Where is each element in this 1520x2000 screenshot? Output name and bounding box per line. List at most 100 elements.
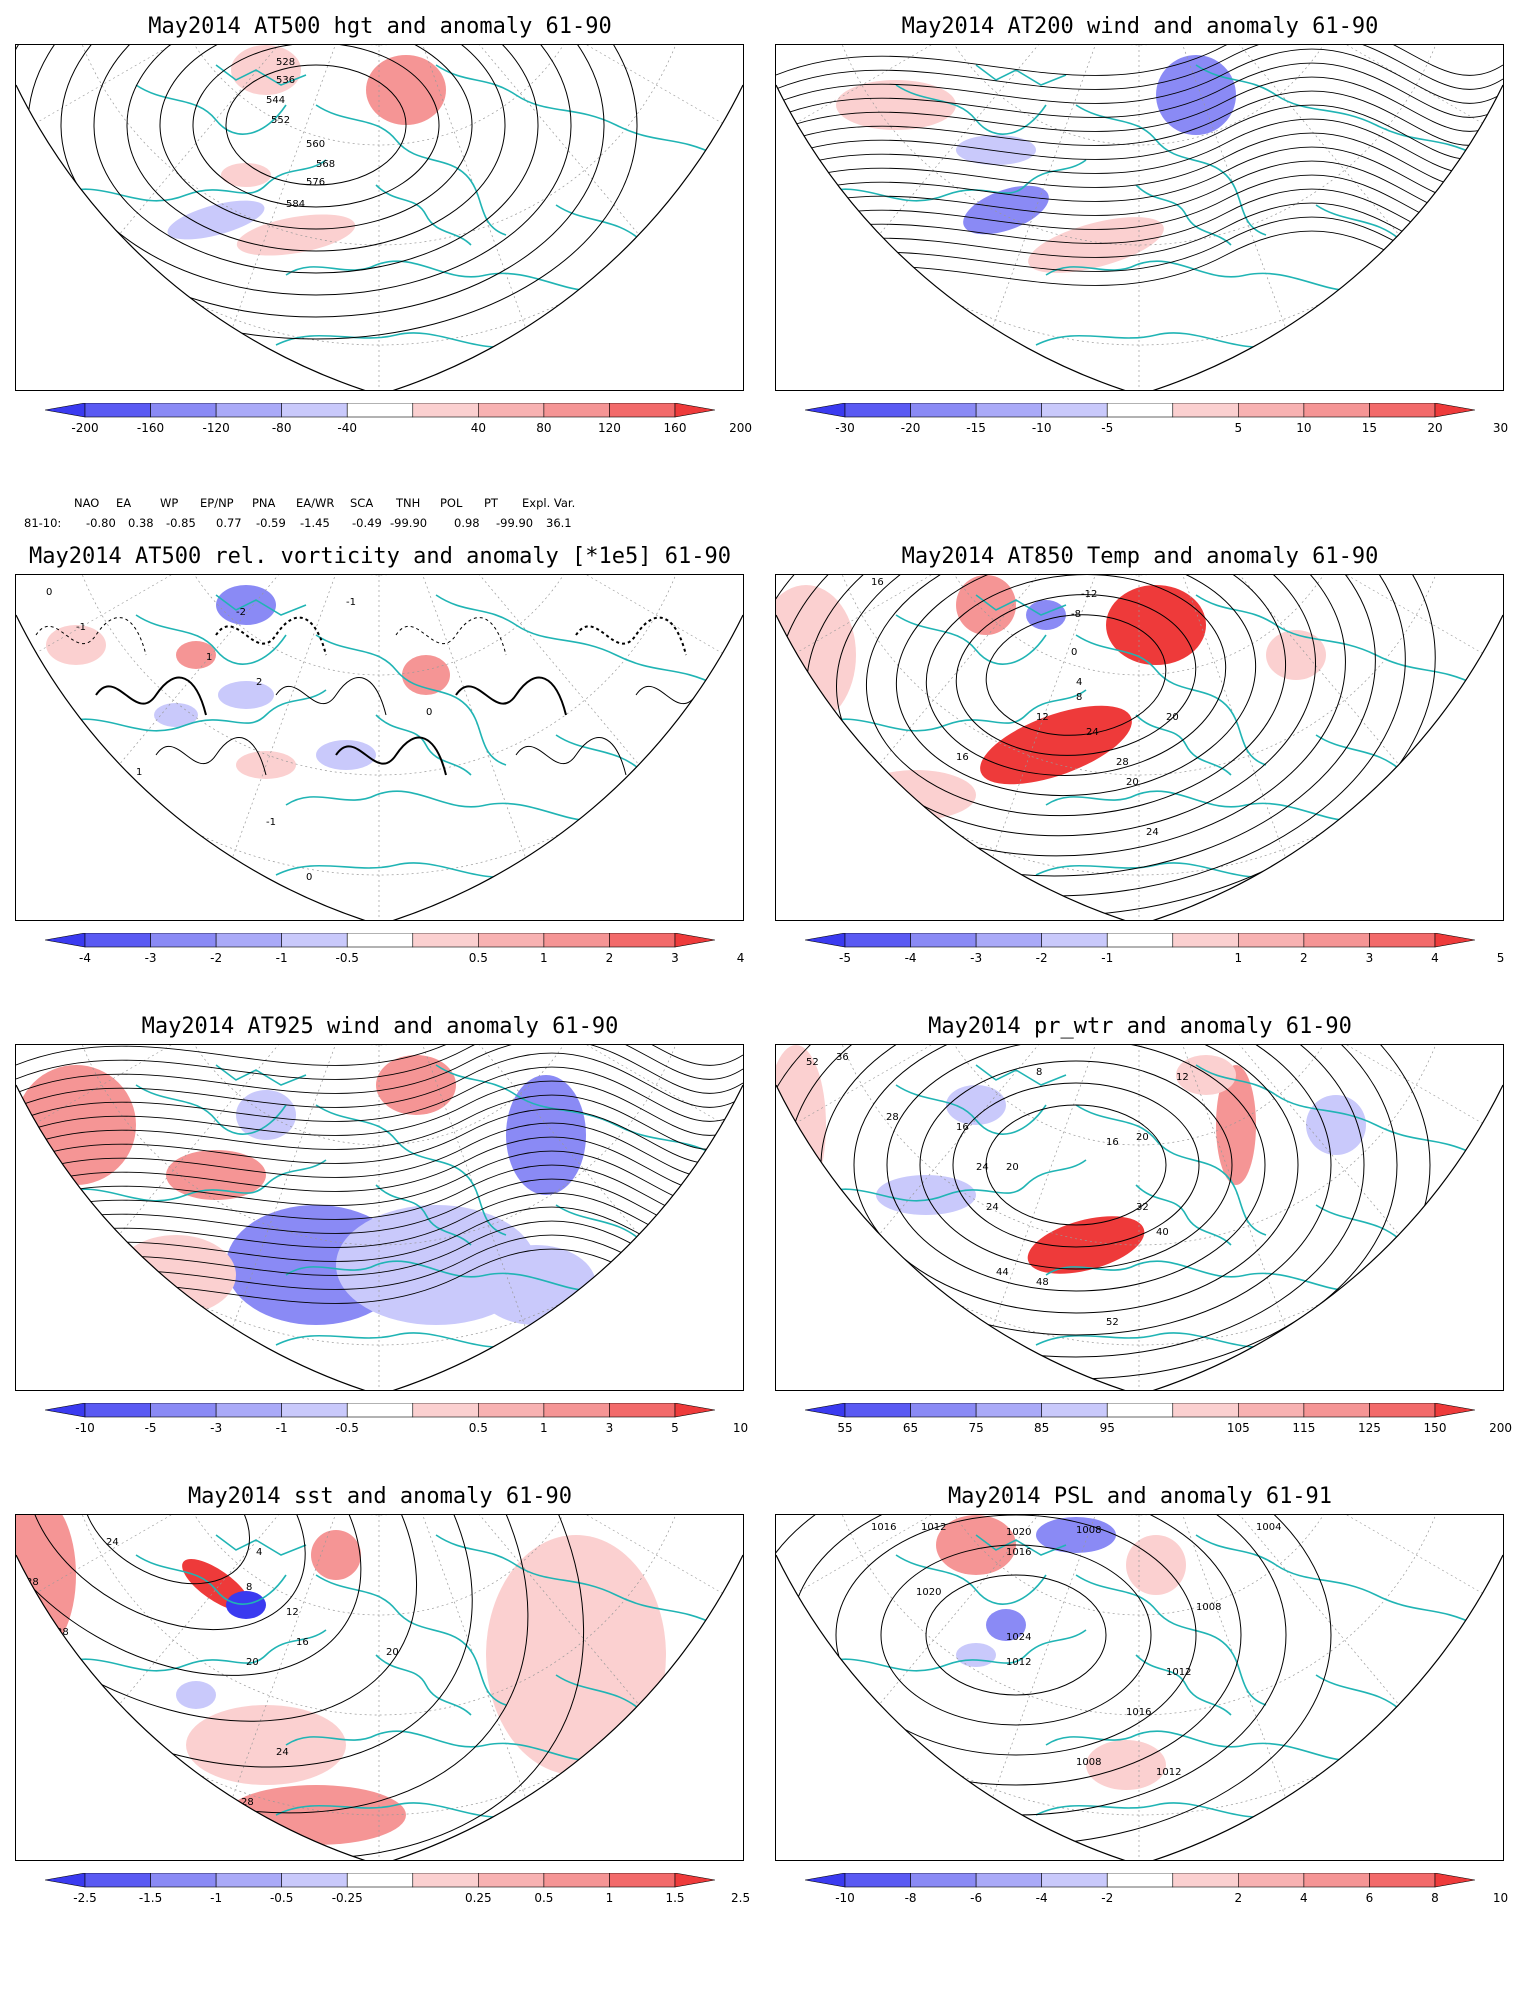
colorbar-tick-label: 3 (605, 1421, 614, 1435)
graticule (1138, 1515, 1503, 1860)
colorbar-tick-label: 1 (540, 951, 548, 965)
colorbar-segment (215, 933, 282, 948)
colorbar-tick-label: -1.5 (138, 1891, 163, 1905)
colorbar-tick-label: -10 (75, 1421, 95, 1435)
colorbar-tick-label: 200 (729, 421, 752, 435)
colorbar-segment (609, 933, 676, 948)
coastline (275, 862, 517, 878)
anomaly-patch (366, 55, 446, 125)
colorbar-tick-label: 10 (1492, 1891, 1509, 1905)
contour-line (275, 677, 387, 716)
graticule (776, 1045, 1140, 1390)
colorbar-segment (346, 1873, 414, 1888)
colorbar-tick-label: 30 (1492, 421, 1509, 435)
teleconnection-row-label: 81-10: (24, 516, 62, 530)
colorbar-tick-label: -3 (144, 951, 157, 965)
coastline (135, 614, 287, 665)
colorbar-tick-label: 2 (605, 951, 614, 965)
coastline (1035, 1332, 1277, 1348)
graticule (139, 575, 380, 920)
colorbar-svg (805, 1403, 1475, 1418)
teleconnection-value: -0.49 (352, 516, 382, 530)
coastline (435, 1064, 717, 1156)
contour-label: 1012 (921, 1522, 946, 1533)
anomaly-patch (311, 1530, 361, 1580)
colorbar-segment (844, 933, 911, 948)
anomaly-patch (963, 185, 1049, 235)
graticule (139, 45, 380, 390)
streamline (776, 146, 1503, 202)
colorbar-tick-label: 65 (902, 1421, 919, 1435)
coastline (555, 734, 717, 826)
colorbar-segment (1238, 933, 1305, 948)
colorbar-segment (1172, 933, 1239, 948)
teleconnection-name: SCA (350, 496, 374, 510)
colorbar-segment (45, 933, 86, 948)
anomaly-patch (226, 1591, 266, 1619)
graticule (1138, 1515, 1503, 1517)
graticule (378, 1045, 619, 1390)
colorbar-segment (1369, 403, 1436, 418)
coastline (1135, 714, 1232, 776)
contour-label: 16 (956, 752, 969, 763)
teleconnection-name: EA (116, 496, 132, 510)
graticule (378, 1515, 743, 1517)
graticule (378, 1515, 743, 1746)
anomaly-patch (956, 1643, 996, 1667)
graticule (16, 1045, 380, 1276)
contour-line (776, 575, 1406, 897)
streamline (16, 1108, 743, 1164)
colorbar-tick-label: 15 (1361, 421, 1378, 435)
colorbar-segment (1369, 1873, 1436, 1888)
colorbar-segment (910, 1403, 977, 1418)
coastline (1195, 1534, 1477, 1626)
anomaly-patch (46, 625, 106, 665)
anomaly-patch (236, 214, 356, 256)
contour-line (35, 617, 147, 656)
colorbar-segment (84, 1403, 151, 1418)
streamline (16, 1052, 743, 1108)
colorbar-segment (1303, 1403, 1370, 1418)
colorbar-tick-label: -30 (835, 421, 855, 435)
colorbar: -30 -20 -15 -10 -5 5 10 15 20 30 (805, 403, 1508, 447)
map-prwtr: 52 36 28 16 24 20 16 12 8 24 20 32 40 44 48 52 (776, 1045, 1503, 1390)
colorbar-segment (412, 1403, 479, 1418)
coastline (435, 594, 717, 686)
graticule (1138, 1045, 1503, 1276)
coastline (55, 689, 327, 732)
colorbar-tick-label: 5 (1234, 421, 1243, 435)
teleconnection-value: 0.77 (216, 516, 242, 530)
colorbar-segment (215, 403, 282, 418)
contour-label: 24 (986, 1202, 999, 1213)
contour-line (776, 1045, 1431, 1390)
graticule (1138, 45, 1503, 390)
colorbar-tick-label: 200 (1489, 1421, 1512, 1435)
panel-temp850: May2014 AT850 Temp and anomaly 61-90 16 -… (760, 530, 1520, 1030)
colorbar-tick-label: -20 (900, 421, 921, 435)
coastline (835, 264, 1007, 356)
coastline (975, 64, 1067, 86)
contour-label: 1004 (1256, 1522, 1281, 1533)
streamline (776, 118, 1503, 174)
anomaly-patch (1216, 1065, 1256, 1185)
graticule (1138, 575, 1503, 806)
colorbar-tick-label: -3 (210, 1421, 223, 1435)
teleconnection-name: EA/WR (296, 496, 335, 510)
coastline (1135, 1654, 1232, 1716)
coastline (1035, 862, 1277, 878)
graticule (1138, 1045, 1503, 1047)
map-layer (776, 45, 1503, 390)
contour-label: 1012 (1006, 1657, 1031, 1668)
coastline (835, 1734, 1007, 1826)
coastline (1135, 1184, 1232, 1246)
streamline (776, 48, 1503, 104)
graticule (378, 1045, 743, 1047)
colorbar-segment (805, 1403, 846, 1418)
teleconnection-name: WP (160, 496, 179, 510)
contour-line (95, 676, 207, 716)
graticule (776, 575, 1140, 577)
teleconnection-value: -0.80 (86, 516, 116, 530)
anomaly-patch (1126, 1535, 1186, 1595)
coastline (1035, 332, 1277, 348)
